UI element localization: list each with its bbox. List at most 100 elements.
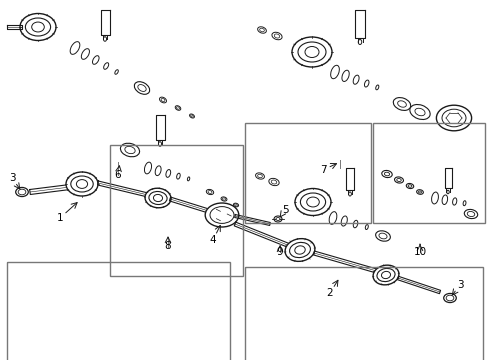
Ellipse shape (187, 177, 190, 181)
Ellipse shape (365, 80, 369, 87)
Ellipse shape (467, 211, 475, 217)
Bar (245, 267, 483, 360)
Ellipse shape (444, 293, 456, 302)
Ellipse shape (206, 189, 214, 195)
Ellipse shape (358, 40, 362, 45)
Ellipse shape (348, 192, 351, 196)
Ellipse shape (416, 190, 423, 194)
Ellipse shape (149, 192, 167, 204)
Text: 6: 6 (115, 170, 122, 180)
Polygon shape (170, 197, 216, 215)
Ellipse shape (191, 115, 193, 117)
Ellipse shape (442, 195, 447, 204)
Ellipse shape (125, 147, 135, 154)
Ellipse shape (295, 246, 305, 254)
Text: 4: 4 (210, 235, 216, 245)
Ellipse shape (272, 32, 282, 40)
Ellipse shape (432, 192, 439, 204)
Ellipse shape (418, 191, 421, 193)
Polygon shape (355, 10, 365, 38)
Ellipse shape (158, 142, 162, 146)
Ellipse shape (384, 172, 390, 176)
Bar (110, 145, 243, 276)
Ellipse shape (256, 173, 265, 179)
Ellipse shape (81, 49, 90, 59)
Ellipse shape (258, 174, 262, 178)
Ellipse shape (442, 109, 466, 127)
Polygon shape (7, 25, 22, 29)
Ellipse shape (341, 216, 347, 226)
Ellipse shape (177, 173, 180, 179)
Ellipse shape (210, 207, 234, 224)
Ellipse shape (115, 70, 118, 74)
Ellipse shape (145, 162, 151, 174)
Ellipse shape (379, 233, 387, 239)
Ellipse shape (376, 85, 379, 90)
Bar (7, 262, 230, 360)
Ellipse shape (221, 197, 227, 201)
Polygon shape (346, 168, 354, 190)
Ellipse shape (329, 212, 337, 224)
Ellipse shape (393, 98, 411, 111)
Text: 9: 9 (277, 247, 283, 257)
Ellipse shape (292, 37, 332, 67)
Ellipse shape (138, 85, 146, 91)
Ellipse shape (415, 108, 425, 116)
Ellipse shape (176, 107, 179, 109)
Ellipse shape (376, 231, 391, 241)
Text: 1: 1 (57, 213, 63, 223)
Ellipse shape (18, 189, 26, 195)
Ellipse shape (134, 82, 149, 94)
Ellipse shape (366, 225, 368, 229)
Ellipse shape (71, 176, 93, 192)
Ellipse shape (382, 170, 392, 177)
Ellipse shape (394, 177, 403, 183)
Ellipse shape (377, 269, 395, 282)
Ellipse shape (93, 56, 99, 64)
Text: 2: 2 (327, 288, 333, 298)
Ellipse shape (290, 242, 311, 258)
Ellipse shape (465, 210, 478, 219)
Ellipse shape (25, 18, 50, 36)
Ellipse shape (104, 63, 109, 69)
Ellipse shape (260, 28, 264, 32)
Ellipse shape (166, 170, 171, 177)
Ellipse shape (305, 46, 319, 58)
Polygon shape (235, 215, 270, 225)
Ellipse shape (285, 239, 315, 261)
Ellipse shape (233, 203, 239, 207)
Polygon shape (155, 115, 165, 140)
Polygon shape (100, 10, 109, 35)
Ellipse shape (66, 172, 98, 196)
Ellipse shape (463, 201, 466, 206)
Ellipse shape (32, 22, 44, 32)
Ellipse shape (437, 105, 471, 131)
Polygon shape (234, 222, 296, 250)
Ellipse shape (16, 188, 28, 197)
Ellipse shape (190, 114, 195, 118)
Ellipse shape (271, 180, 277, 184)
Ellipse shape (269, 178, 279, 186)
Polygon shape (314, 251, 381, 274)
Polygon shape (30, 184, 78, 194)
Ellipse shape (145, 188, 171, 208)
Ellipse shape (121, 143, 140, 157)
Ellipse shape (295, 189, 331, 216)
Ellipse shape (274, 34, 280, 38)
Ellipse shape (153, 194, 163, 202)
Polygon shape (98, 181, 152, 198)
Ellipse shape (175, 106, 181, 110)
Text: 10: 10 (414, 247, 427, 257)
Text: 5: 5 (282, 205, 288, 215)
Text: 3: 3 (9, 173, 15, 183)
Text: 7: 7 (319, 165, 326, 175)
Ellipse shape (258, 27, 267, 33)
Ellipse shape (446, 295, 454, 301)
Ellipse shape (235, 204, 237, 206)
Ellipse shape (353, 75, 359, 84)
Ellipse shape (397, 179, 401, 181)
Polygon shape (397, 276, 441, 294)
Ellipse shape (382, 271, 391, 279)
Polygon shape (444, 168, 451, 188)
Ellipse shape (222, 198, 225, 200)
